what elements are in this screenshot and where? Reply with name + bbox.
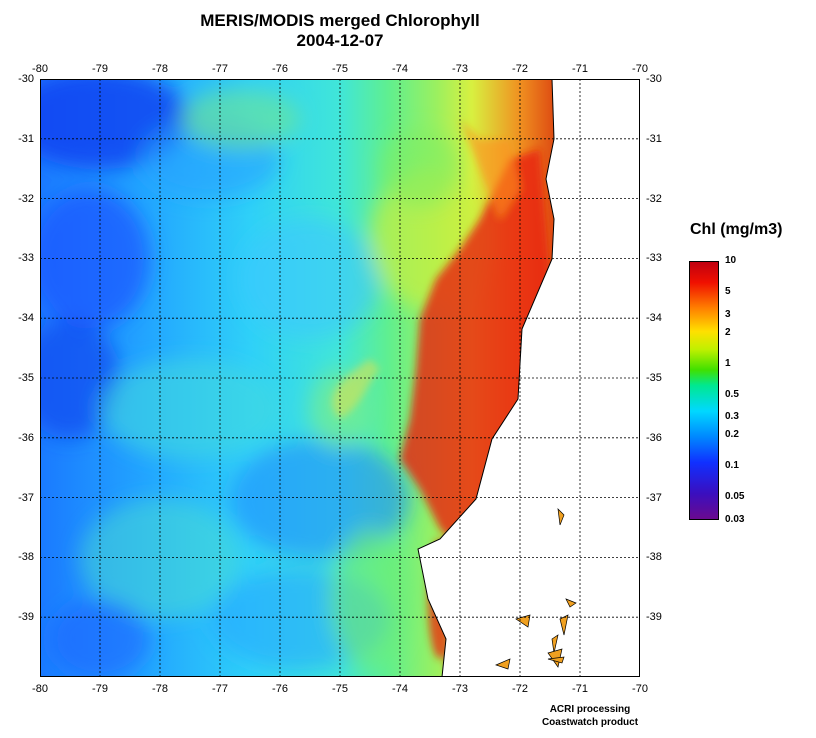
lat-tick-label: -31	[646, 132, 662, 145]
lon-tick-label: -79	[92, 63, 108, 75]
credit-processing: ACRI processing	[549, 704, 631, 715]
lat-tick-label: -35	[646, 372, 662, 384]
colorbar-tick-label: 10	[725, 255, 737, 266]
colorbar-tick-label: 1	[725, 358, 731, 369]
lon-tick-label: -78	[152, 63, 168, 75]
lon-tick-label: -77	[212, 683, 228, 695]
lon-tick-label: -79	[92, 683, 108, 695]
lat-tick-label: -31	[18, 132, 34, 145]
colorbar-tick-label: 3	[725, 309, 731, 320]
map-frame	[40, 79, 640, 677]
lon-tick-label: -77	[212, 63, 228, 75]
lon-tick-label: -72	[512, 683, 528, 695]
colorbar-title: Chl (mg/m3)	[690, 221, 783, 238]
lon-tick-label: -71	[572, 63, 588, 75]
lat-tick-label: -32	[18, 192, 34, 205]
lat-tick-label: -37	[18, 491, 34, 504]
lat-tick-label: -38	[18, 551, 34, 564]
colorbar-tick-label: 0.3	[725, 411, 739, 422]
lat-tick-label: -39	[646, 611, 662, 624]
chart-title: MERIS/MODIS merged Chlorophyll	[200, 11, 480, 30]
lon-tick-label: -70	[632, 683, 648, 695]
lat-tick-label: -36	[646, 431, 662, 444]
colorbar	[689, 261, 719, 520]
colorbar-tick-label: 0.03	[725, 514, 745, 525]
colorbar-tick-label: 5	[725, 286, 731, 297]
colorbar-tick-label: 0.1	[725, 460, 739, 471]
lat-tick-label: -39	[18, 611, 34, 624]
colorbar-tick-label: 2	[725, 327, 731, 338]
lat-tick-label: -32	[646, 192, 662, 205]
lon-tick-label: -76	[272, 63, 288, 75]
lat-tick-label: -33	[646, 252, 662, 265]
colorbar-tick-label: 0.2	[725, 429, 739, 440]
chart-date: 2004-12-07	[296, 31, 384, 50]
lat-tick-label: -37	[646, 491, 662, 504]
colorbar-tick-label: 0.05	[725, 491, 745, 502]
lat-tick-label: -30	[18, 73, 34, 85]
lon-tick-label: -75	[332, 63, 348, 75]
lon-tick-label: -74	[392, 683, 408, 695]
lat-tick-label: -38	[646, 551, 662, 564]
chlorophyll-map	[40, 79, 640, 677]
lat-tick-label: -34	[646, 312, 662, 325]
coastline	[417, 79, 555, 677]
lon-tick-label: -76	[272, 683, 288, 695]
lon-tick-label: -74	[392, 63, 408, 75]
lon-tick-label: -72	[512, 63, 528, 75]
lon-tick-label: -71	[572, 683, 588, 695]
lon-tick-label: -80	[32, 683, 48, 695]
lat-tick-label: -35	[18, 372, 34, 384]
lon-tick-label: -80	[32, 63, 48, 75]
lon-tick-label: -73	[452, 63, 468, 75]
graticule	[40, 79, 640, 677]
lat-tick-label: -34	[18, 312, 34, 325]
lon-tick-label: -70	[632, 63, 648, 75]
lon-tick-label: -75	[332, 683, 348, 695]
lat-tick-label: -36	[18, 431, 34, 444]
lat-tick-label: -33	[18, 252, 34, 265]
coastal-islands	[495, 508, 577, 670]
lon-tick-label: -73	[452, 683, 468, 695]
lat-tick-label: -30	[646, 73, 662, 85]
credit-product: Coastwatch product	[541, 717, 639, 728]
colorbar-tick-label: 0.5	[725, 389, 739, 400]
lon-tick-label: -78	[152, 683, 168, 695]
